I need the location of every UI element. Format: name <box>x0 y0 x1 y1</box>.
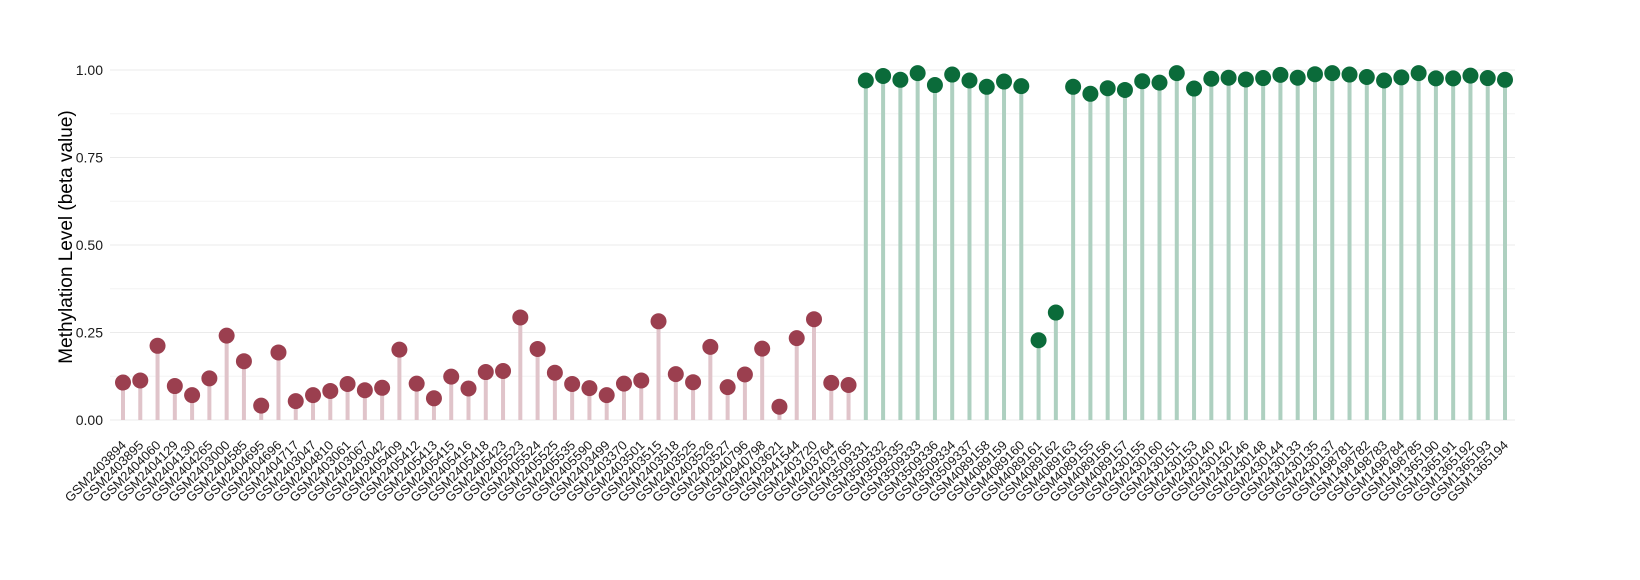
lollipop-point <box>581 380 598 397</box>
lollipop-point <box>1186 80 1203 97</box>
y-tick-label: 0.50 <box>76 237 103 253</box>
lollipop-point <box>201 370 218 387</box>
lollipop-point <box>978 78 995 95</box>
lollipop-point <box>1289 69 1306 86</box>
y-tick-label: 0.00 <box>76 412 103 428</box>
lollipop-point <box>132 372 149 389</box>
lollipop-point <box>460 380 477 397</box>
lollipop-point <box>218 327 235 344</box>
lollipop-point <box>495 363 512 379</box>
lollipop-point <box>996 73 1013 90</box>
lollipop-point <box>235 353 252 370</box>
lollipop-point <box>633 372 650 389</box>
lollipop-point <box>754 340 771 357</box>
lollipop-point <box>1410 65 1427 82</box>
y-tick-label: 1.00 <box>76 62 103 78</box>
lollipop-point <box>356 382 373 399</box>
y-tick-label: 0.25 <box>76 325 103 341</box>
lollipop-point <box>840 377 857 393</box>
lollipop-point <box>909 65 926 82</box>
lollipop-point <box>1255 70 1272 87</box>
lollipop-point <box>512 309 529 326</box>
lollipop-point <box>823 374 840 391</box>
lollipop-point <box>961 72 978 89</box>
lollipop-point <box>287 393 304 410</box>
lollipop-point <box>1376 72 1393 89</box>
lollipop-point <box>1272 66 1289 83</box>
lollipop-point <box>944 66 961 83</box>
lollipop-point <box>149 337 166 354</box>
lollipop-point <box>253 397 270 414</box>
stems <box>121 73 1507 420</box>
lollipop-point <box>115 374 131 391</box>
lollipop-point <box>408 375 425 392</box>
lollipop-point <box>1116 81 1133 98</box>
lollipop-point <box>529 340 546 357</box>
lollipop-point <box>1099 80 1116 97</box>
lollipop-point <box>719 379 736 396</box>
points <box>115 65 1513 415</box>
lollipop-point <box>374 379 391 396</box>
lollipop-point <box>736 366 753 383</box>
lollipop-point <box>339 375 356 392</box>
lollipop-point <box>166 378 183 395</box>
lollipop-point <box>184 387 201 404</box>
lollipop-point <box>771 398 788 415</box>
lollipop-point <box>788 330 805 347</box>
lollipop-point <box>1065 78 1082 95</box>
lollipop-point <box>1427 70 1444 87</box>
lollipop-point <box>546 364 563 381</box>
lollipop-point <box>685 374 702 391</box>
x-axis-ticks: GSM2403894GSM2403895GSM2404060GSM2404129… <box>62 438 1511 505</box>
lollipop-point <box>1030 332 1047 349</box>
lollipop-point <box>425 390 442 407</box>
lollipop-point <box>1497 71 1513 88</box>
lollipop-point <box>1358 69 1375 85</box>
lollipop-point <box>1306 66 1323 83</box>
lollipop-point <box>564 375 581 392</box>
lollipop-point <box>322 382 339 399</box>
lollipop-point <box>391 341 408 358</box>
lollipop-point <box>598 387 615 404</box>
lollipop-point <box>702 338 719 355</box>
lollipop-point <box>806 311 822 328</box>
lollipop-point <box>1479 70 1496 87</box>
lollipop-point <box>1203 70 1220 87</box>
lollipop-point <box>1220 69 1237 86</box>
lollipop-point <box>1168 65 1185 82</box>
lollipop-point <box>1013 78 1030 95</box>
lollipop-point <box>1445 70 1462 87</box>
lollipop-point <box>926 77 943 94</box>
lollipop-point <box>477 364 494 381</box>
lollipop-point <box>1134 73 1151 90</box>
lollipop-point <box>305 387 322 404</box>
lollipop-point <box>667 366 684 383</box>
lollipop-point <box>875 67 892 84</box>
lollipop-point <box>443 368 460 385</box>
lollipop-point <box>615 375 632 392</box>
lollipop-point <box>270 344 287 361</box>
lollipop-point <box>892 71 909 88</box>
y-axis-title: Methylation Level (beta value) <box>56 110 77 363</box>
lollipop-point <box>650 313 667 330</box>
lollipop-point <box>1324 65 1341 82</box>
lollipop-point <box>1047 304 1064 321</box>
lollipop-point <box>1462 67 1479 84</box>
lollipop-point <box>1341 66 1358 83</box>
lollipop-point <box>1151 74 1168 91</box>
y-tick-label: 0.75 <box>76 150 103 166</box>
lollipop-point <box>1237 71 1254 88</box>
y-axis-ticks: 0.00 0.25 0.50 0.75 1.00 <box>76 62 103 428</box>
lollipop-point <box>1082 85 1099 102</box>
lollipop-point <box>857 72 874 89</box>
lollipop-point <box>1393 69 1410 86</box>
